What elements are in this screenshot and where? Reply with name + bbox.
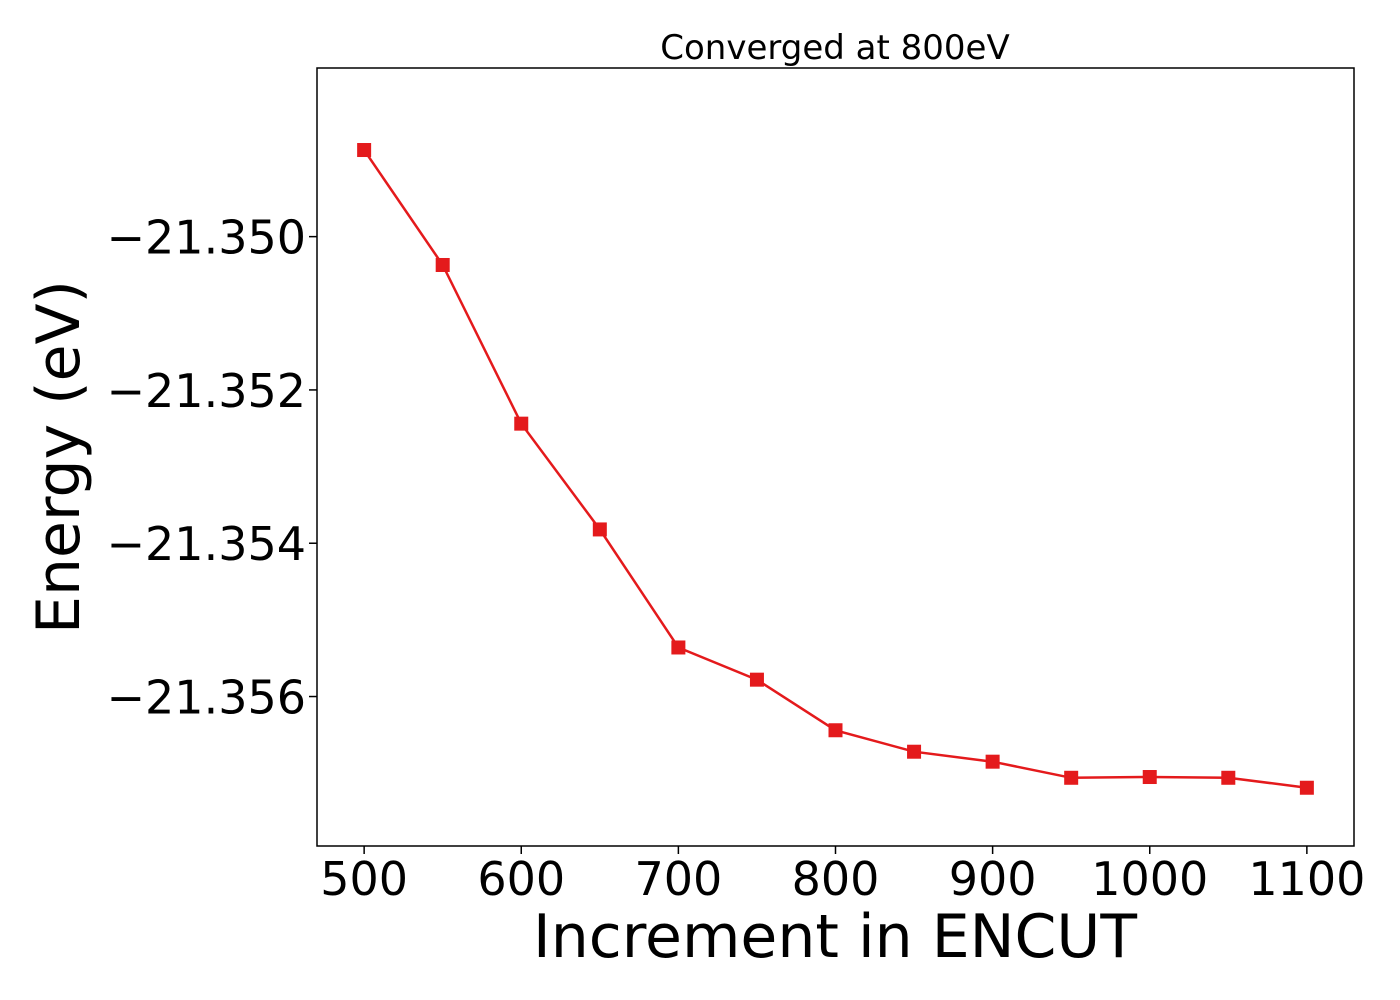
data-point xyxy=(671,640,686,655)
data-point xyxy=(907,744,922,759)
chart-title: Converged at 800eV xyxy=(660,28,1009,68)
x-tick-label: 800 xyxy=(792,852,880,906)
x-tick-label: 600 xyxy=(477,852,565,906)
x-tick-label: 1100 xyxy=(1248,852,1365,906)
series-line xyxy=(363,149,1308,789)
data-point xyxy=(435,257,450,272)
data-point xyxy=(1064,770,1079,785)
y-tick-label: −21.354 xyxy=(107,517,307,571)
data-point xyxy=(828,723,843,738)
data-point xyxy=(514,416,529,431)
x-axis-label: Increment in ENCUT xyxy=(533,902,1137,972)
data-point xyxy=(1221,770,1236,785)
data-point xyxy=(1142,770,1157,785)
y-tick-label: −21.356 xyxy=(107,671,307,725)
data-point xyxy=(985,754,1000,769)
x-tick-label: 500 xyxy=(320,852,408,906)
data-point xyxy=(592,522,607,537)
data-point xyxy=(1299,780,1314,795)
y-tick-label: −21.352 xyxy=(107,364,307,418)
y-axis-label: Energy (eV) xyxy=(24,280,94,634)
x-tick-label: 1000 xyxy=(1091,852,1208,906)
data-point xyxy=(749,672,764,687)
y-tick-label: −21.350 xyxy=(107,211,307,265)
x-tick-label: 900 xyxy=(949,852,1037,906)
data-point xyxy=(357,143,372,158)
x-tick-label: 700 xyxy=(634,852,722,906)
